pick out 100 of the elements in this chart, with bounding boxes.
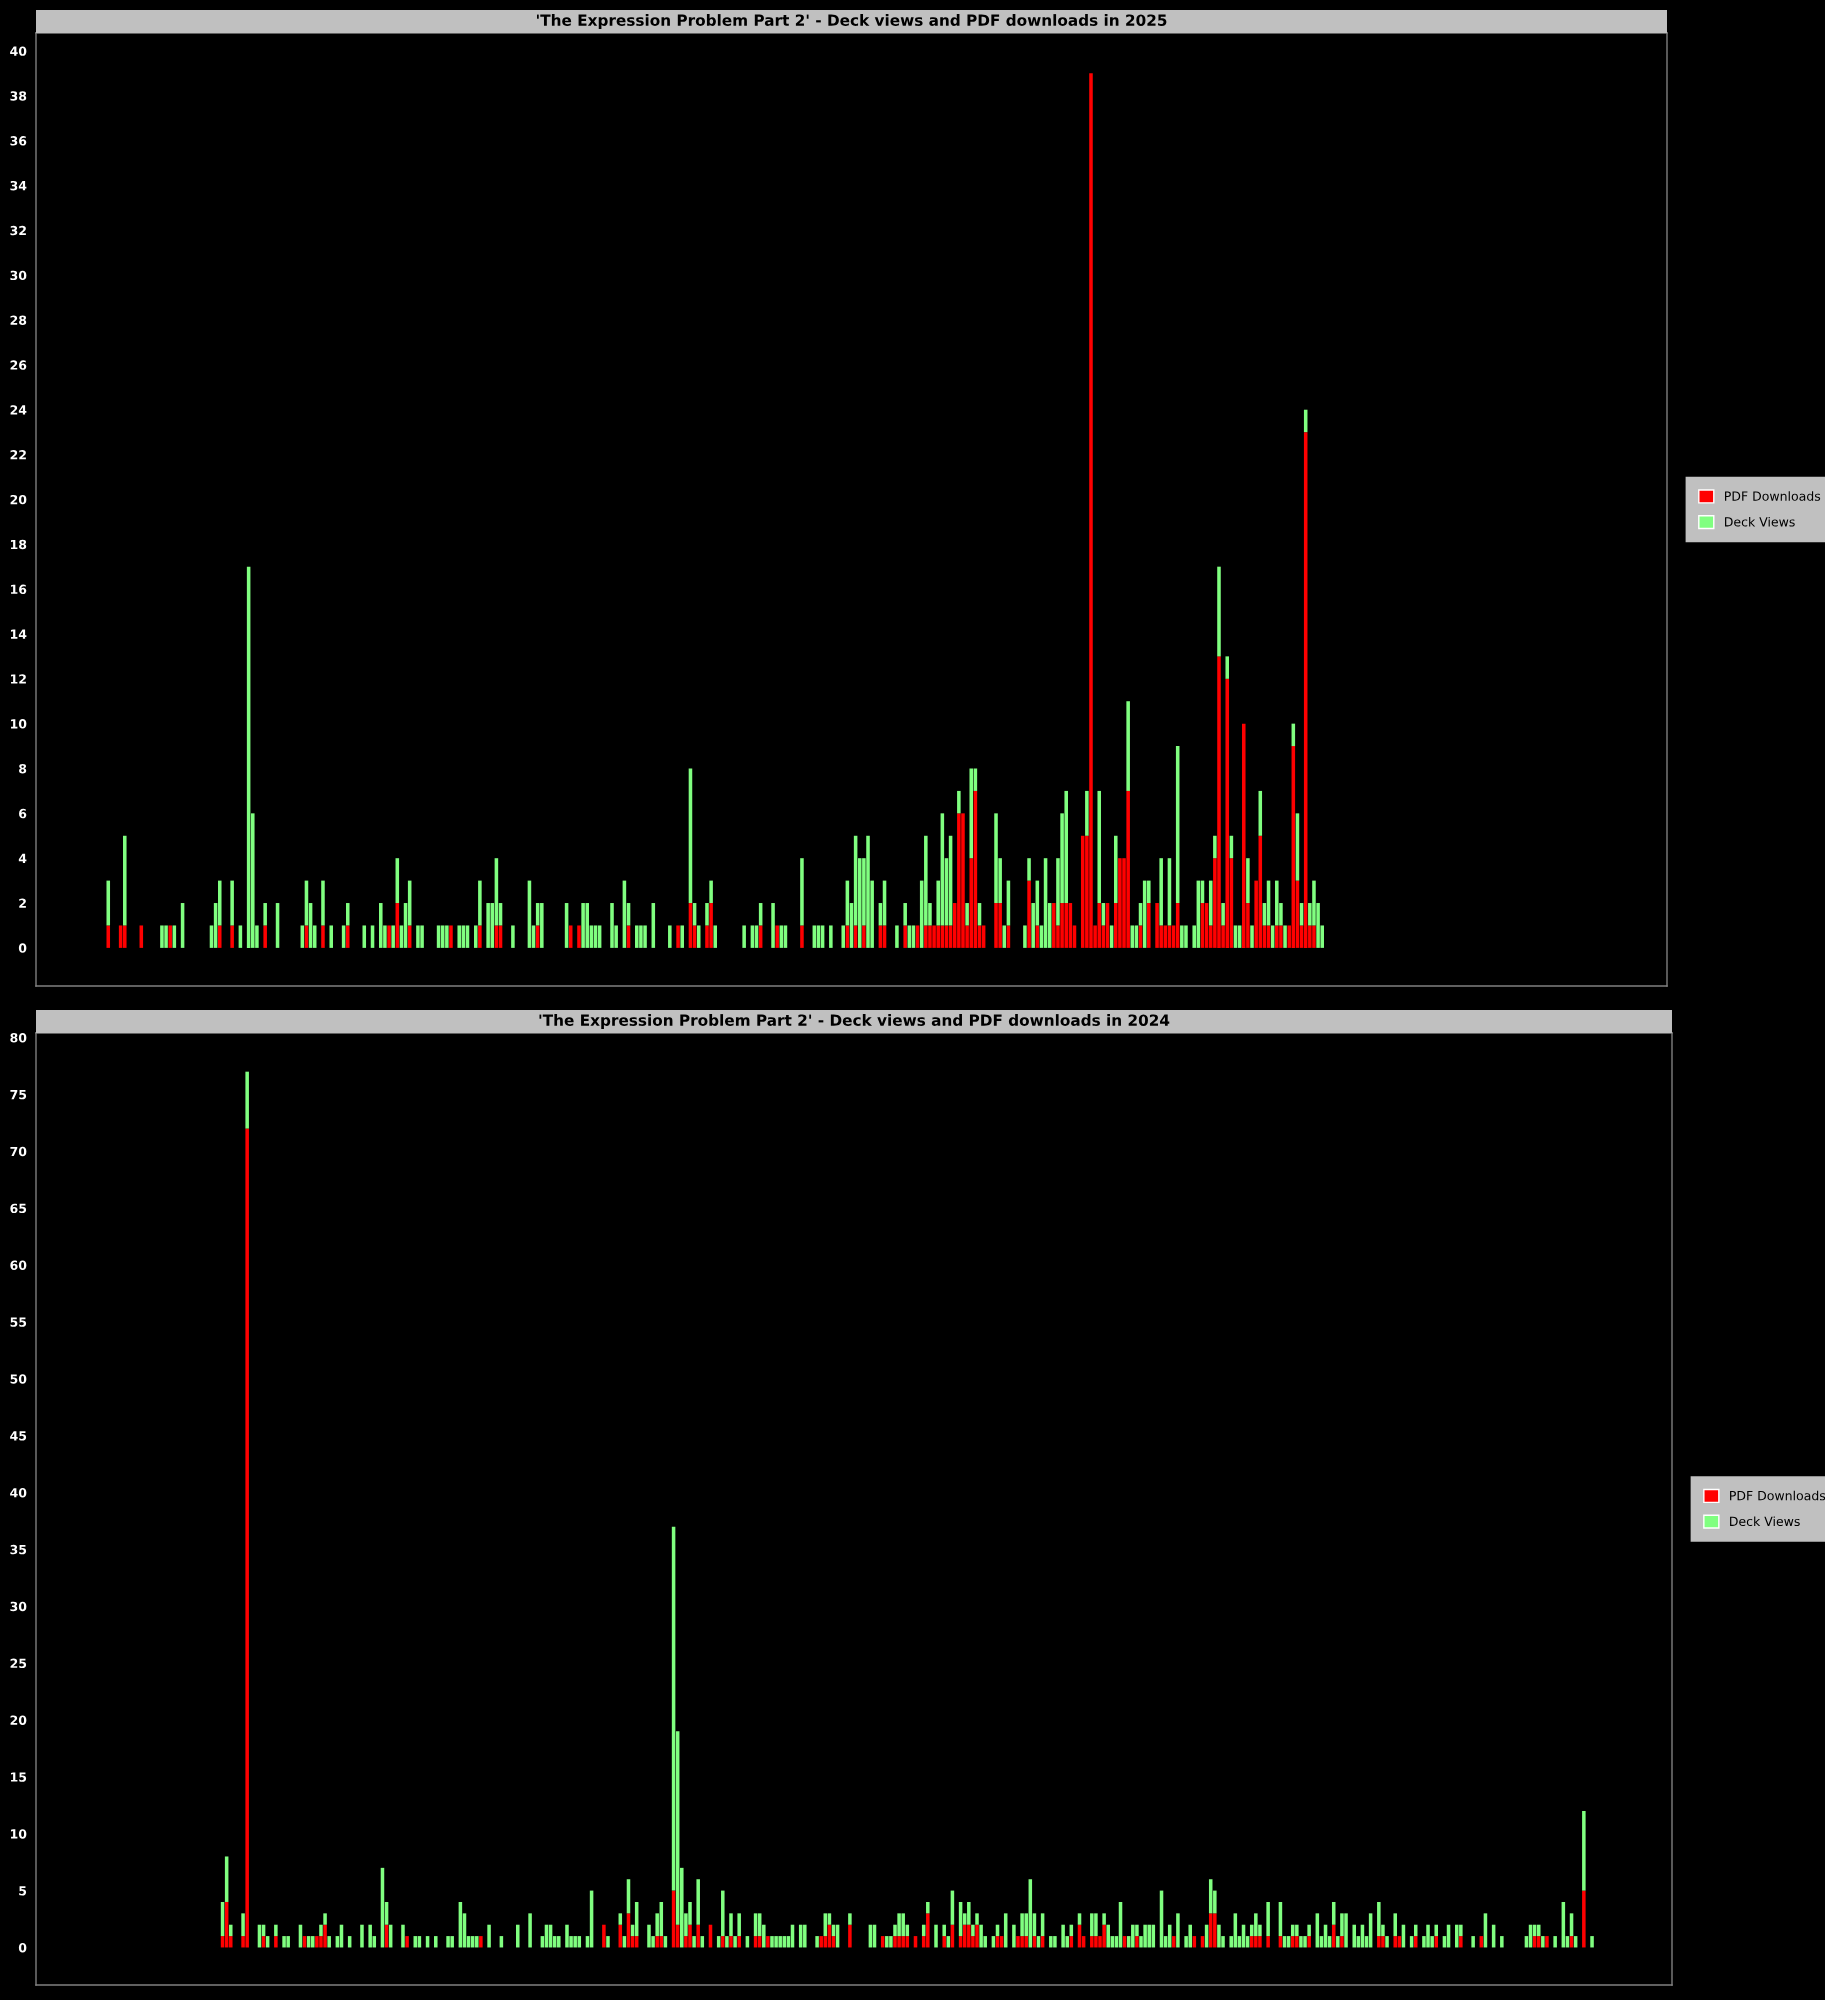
y-tick-label: 2 [19,898,26,908]
bar [635,925,639,948]
y-tick-label: 25 [10,1658,27,1669]
bar [516,1924,520,1948]
bar [1090,1913,1094,1937]
bar [643,925,647,948]
bar [1184,925,1188,948]
bar [1275,880,1279,926]
bar [1217,656,1221,948]
bar [1208,880,1213,926]
y-tick-label: 22 [10,450,26,460]
bar [319,1924,323,1937]
bar [1126,790,1130,948]
bar [168,925,172,948]
y-tick-label: 35 [10,1544,27,1555]
bar [565,1924,569,1948]
bar [729,1913,733,1937]
y-tick-label: 60 [10,1260,27,1270]
bar [1266,1901,1270,1937]
bar [1254,1913,1258,1937]
bar [323,1924,327,1948]
bar [106,880,111,926]
bar [1336,1936,1340,1948]
bar [1254,1936,1258,1948]
bar [815,1936,819,1948]
bar [979,1924,983,1948]
bar [1176,1913,1180,1948]
bar [405,1936,409,1948]
bar [315,1936,319,1948]
y-tick-label: 10 [10,719,27,729]
bar [528,1913,532,1948]
bar [274,1936,278,1948]
chart-title: 'The Expression Problem Part 2' - Deck views and PDF downloads in 2024 [539,1014,1170,1029]
bar [766,1936,770,1948]
y-tick-label: 14 [10,629,27,639]
bar [969,768,974,859]
bar [450,1936,454,1948]
bar [957,790,961,814]
bar [841,925,846,948]
bar [1094,1913,1098,1937]
y-tick-label: 38 [10,91,27,101]
bar [696,1924,700,1948]
y-tick-label: 15 [10,1772,27,1782]
bar [241,1913,245,1937]
bar [1023,925,1027,948]
bar [1102,1924,1106,1948]
bar [449,925,453,948]
bar [274,1924,278,1937]
bar [1299,1936,1303,1948]
bar [1377,1901,1381,1937]
bar [245,1071,249,1129]
bar [1352,1924,1356,1948]
bar [1279,925,1283,948]
bar [387,925,391,948]
bar [1545,1936,1549,1948]
bar [263,903,267,926]
bar [1283,925,1287,948]
bar [885,1936,889,1948]
bar [924,925,928,948]
bar [1377,1936,1381,1948]
y-tick-label: 34 [10,180,27,191]
bar [676,925,680,948]
bar [606,1936,610,1948]
bar [1012,1924,1016,1948]
legend-label: Deck Views [1730,1516,1800,1527]
y-tick-label: 18 [10,539,27,550]
bar [1131,1924,1135,1948]
bar [994,903,998,948]
bar [1500,1936,1504,1948]
bar [1147,903,1151,948]
y-tick-label: 0 [18,943,27,953]
bar [540,903,544,948]
bar [1434,1936,1438,1948]
bar [1094,1936,1098,1948]
bar [942,1924,946,1937]
bar [1097,790,1102,904]
bar [994,813,998,904]
y-tick-label: 10 [10,1829,27,1839]
bar [123,925,127,948]
bar [800,858,804,926]
bar [1064,903,1068,948]
bar [217,925,222,948]
bar [1155,903,1159,948]
bar [893,1936,897,1948]
bar [230,925,234,948]
bar [1536,1924,1541,1937]
bar [1118,858,1122,948]
bar [936,925,940,948]
bar [737,1913,741,1937]
bar [975,1913,979,1925]
bar [1090,1936,1094,1948]
bar [479,1936,483,1948]
bar [713,925,718,948]
bar [1172,1936,1176,1948]
y-tick-label: 6 [19,808,27,819]
y-tick-label: 5 [19,1886,27,1896]
bar [360,1924,364,1948]
y-tick-label: 30 [10,1601,27,1612]
bar [345,925,350,948]
bar [803,1924,807,1948]
